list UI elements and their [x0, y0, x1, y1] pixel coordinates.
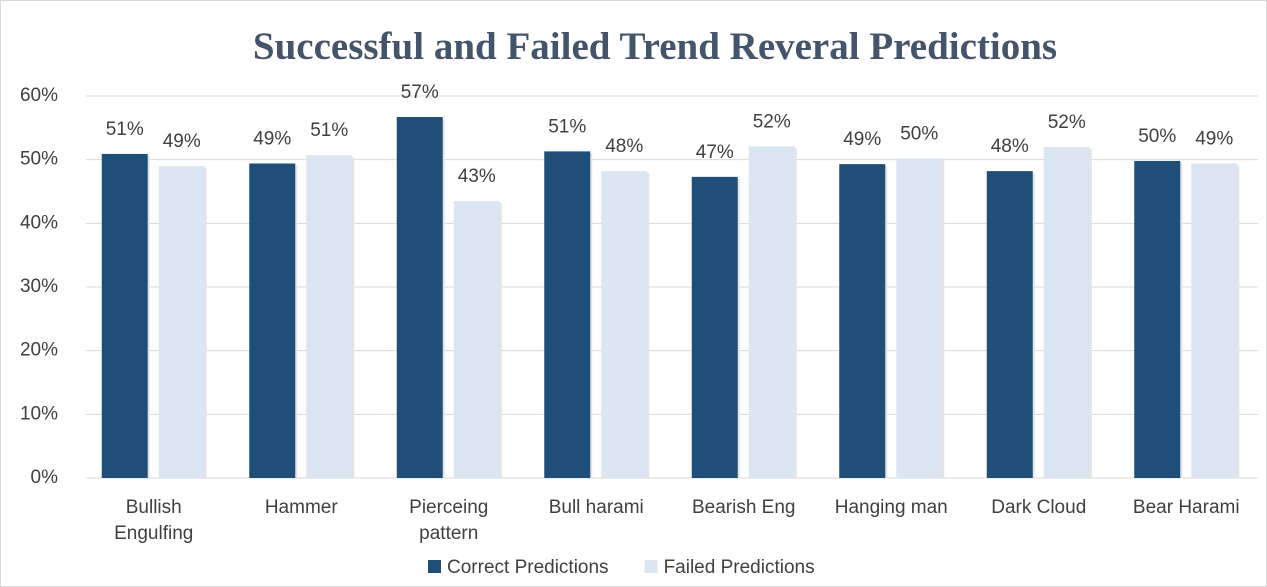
data-label: 48% [605, 136, 643, 157]
data-label: 49% [163, 131, 201, 152]
legend-label: Correct Predictions [447, 557, 609, 578]
data-label: 43% [458, 166, 496, 187]
x-tick-label: Hanging man [834, 497, 948, 518]
bar [601, 171, 648, 479]
data-label: 49% [1195, 129, 1233, 150]
x-tick-label: Pierceing pattern [409, 497, 489, 544]
bar [1134, 160, 1181, 478]
data-label: 49% [843, 129, 881, 150]
x-tick-label: Bull harami [548, 497, 644, 518]
data-label: 48% [991, 136, 1029, 157]
y-tick-label: 0% [31, 467, 59, 488]
data-label: 51% [310, 120, 348, 141]
bar [896, 158, 943, 479]
y-tick-label: 30% [20, 276, 58, 297]
y-tick-label: 50% [20, 149, 58, 170]
data-label: 51% [106, 119, 144, 140]
data-label: 52% [753, 111, 791, 132]
y-tick-label: 10% [20, 403, 58, 424]
bar [1043, 146, 1090, 478]
bar [158, 166, 205, 479]
x-tick-label: Dark Cloud [991, 497, 1087, 518]
x-tick-label: Bear Harami [1132, 497, 1240, 518]
data-label: 47% [696, 142, 734, 163]
bar [986, 171, 1033, 479]
bar [396, 117, 443, 478]
x-tick-label: Hammer [264, 497, 338, 518]
data-label: 50% [900, 123, 938, 144]
bar [748, 146, 795, 478]
bar [839, 164, 886, 478]
bar [249, 163, 296, 478]
bar [544, 151, 591, 478]
y-tick-label: 20% [20, 340, 58, 361]
legend-label: Failed Predictions [664, 557, 815, 578]
data-label: 49% [253, 129, 291, 150]
bar [1191, 163, 1238, 478]
bar [306, 155, 353, 478]
bar [453, 201, 500, 479]
x-tick-label: Bullish Engulfing [114, 497, 194, 544]
chart-title: Successful and Failed Trend Reveral Pred… [253, 25, 1057, 68]
y-tick-label: 60% [20, 85, 58, 106]
legend-swatch [644, 560, 658, 573]
data-label: 57% [401, 82, 439, 103]
y-tick-label: 40% [20, 212, 58, 233]
bar [101, 153, 148, 479]
data-label: 51% [548, 116, 586, 137]
x-tick-label: Bearish Eng [691, 497, 796, 518]
legend-swatch [428, 560, 441, 573]
data-label: 52% [1048, 112, 1086, 133]
bar [691, 176, 738, 478]
data-label: 50% [1138, 126, 1176, 147]
